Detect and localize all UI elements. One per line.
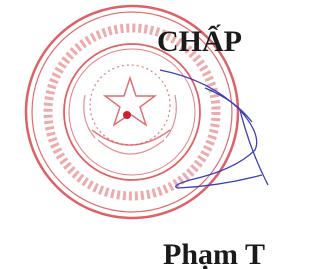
signer-name: Phạm T <box>163 240 265 269</box>
document-page: CHẤP Phạm T <box>0 0 270 269</box>
signature <box>160 70 268 188</box>
title: CHẤP <box>157 27 242 57</box>
